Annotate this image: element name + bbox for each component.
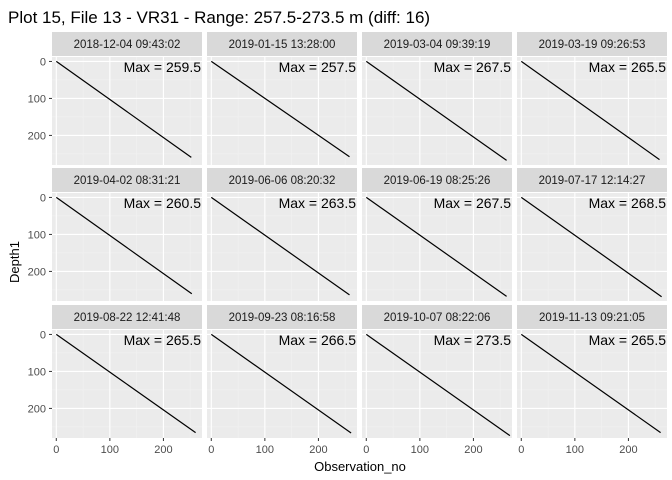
x-tick-label: 0: [208, 444, 214, 456]
max-annotation: Max = 267.5: [434, 195, 512, 211]
facet-panel: 2019-06-19 08:25:26 Max = 267.5: [362, 168, 512, 301]
max-annotation: Max = 257.5: [279, 59, 357, 75]
max-annotation: Max = 260.5: [124, 195, 202, 211]
x-axis-title: Observation_no: [314, 459, 406, 474]
facet-strip: [362, 305, 512, 329]
y-tick-label: 100: [28, 366, 46, 378]
y-tick-label: 0: [40, 192, 46, 204]
x-tick-label: 0: [363, 444, 369, 456]
facet-strip: [517, 32, 667, 56]
facet-strip-label: 2019-11-13 09:21:05: [539, 312, 645, 324]
series-line: [520, 333, 661, 434]
chart-title: Plot 15, File 13 - VR31 - Range: 257.5-2…: [8, 8, 430, 27]
series-line: [210, 333, 352, 434]
y-tick-label: 200: [28, 266, 46, 278]
max-annotation: Max = 268.5: [589, 195, 667, 211]
facet-panel: 2019-06-06 08:20:32 Max = 263.5: [207, 168, 357, 301]
facet-strip-label: 2019-03-19 09:26:53: [539, 39, 646, 51]
facet-panel: 2019-03-19 09:26:53 Max = 265.5: [517, 32, 667, 165]
facet-panel: 2019-04-02 08:31:21 Max = 260.5 0 100 200: [28, 168, 202, 301]
x-tick-label: 200: [464, 444, 482, 456]
facet-strip: [52, 32, 202, 56]
facet-strip: [207, 32, 357, 56]
y-tick-label: 200: [28, 130, 46, 142]
facet-strip-label: 2019-06-19 08:25:26: [384, 175, 491, 187]
series-line: [520, 60, 660, 161]
facet-strip: [517, 305, 667, 329]
x-tick-label: 200: [154, 444, 172, 456]
facet-strip-label: 2019-04-02 08:31:21: [74, 175, 181, 187]
series-line: [55, 333, 196, 434]
y-tick-label: 0: [40, 329, 46, 341]
facet-panel: 2019-08-22 12:41:48 Max = 265.5 0 100 200 0 10…: [28, 305, 202, 456]
facet-strip-label: 2019-09-23 08:16:58: [229, 312, 336, 324]
series-line: [365, 60, 507, 161]
series-line: [365, 196, 507, 297]
max-annotation: Max = 259.5: [124, 59, 202, 75]
x-tick-label: 0: [53, 444, 59, 456]
facet-strip: [52, 168, 202, 192]
x-tick-label: 200: [309, 444, 327, 456]
facet-strip: [52, 305, 202, 329]
max-annotation: Max = 265.5: [589, 332, 667, 348]
facet-panel: 2019-11-13 09:21:05 Max = 265.5 0 100 200: [517, 305, 667, 456]
max-annotation: Max = 266.5: [279, 332, 357, 348]
facet-panel: 2019-03-04 09:39:19 Max = 267.5: [362, 32, 512, 165]
y-tick-label: 0: [40, 56, 46, 68]
facet-strip: [362, 32, 512, 56]
y-tick-label: 200: [28, 403, 46, 415]
facet-strip: [207, 305, 357, 329]
series-line: [210, 60, 350, 158]
facet-strip-label: 2018-12-04 09:43:02: [74, 39, 181, 51]
y-tick-label: 100: [28, 229, 46, 241]
x-tick-label: 100: [256, 444, 274, 456]
max-annotation: Max = 263.5: [279, 195, 357, 211]
series-line: [55, 196, 193, 295]
facet-strip-label: 2019-03-04 09:39:19: [384, 39, 491, 51]
series-line: [55, 60, 192, 158]
series-line: [365, 333, 511, 437]
facet-strip-label: 2019-06-06 08:20:32: [229, 175, 336, 187]
x-tick-label: 0: [518, 444, 524, 456]
x-tick-label: 100: [101, 444, 119, 456]
max-annotation: Max = 273.5: [434, 332, 512, 348]
max-annotation: Max = 265.5: [589, 59, 667, 75]
facet-strip-label: 2019-01-15 13:28:00: [229, 39, 336, 51]
facet-strip-label: 2019-10-07 08:22:06: [384, 312, 491, 324]
max-annotation: Max = 265.5: [124, 332, 202, 348]
facet-strip-label: 2019-07-17 12:14:27: [539, 175, 646, 187]
series-line: [520, 196, 662, 298]
facet-panel: 2019-01-15 13:28:00 Max = 257.5: [207, 32, 357, 165]
x-tick-label: 100: [566, 444, 584, 456]
facet-strip: [517, 168, 667, 192]
y-axis-title: Depth1: [7, 241, 22, 283]
facet-strip: [207, 168, 357, 192]
facet-panel: 2019-07-17 12:14:27 Max = 268.5: [517, 168, 667, 301]
y-tick-label: 100: [28, 93, 46, 105]
facet-panel: 2018-12-04 09:43:02 Max = 259.5 0 100 200: [28, 32, 202, 165]
x-tick-label: 100: [411, 444, 429, 456]
facet-panel: 2019-09-23 08:16:58 Max = 266.5 0 100 200: [207, 305, 357, 456]
max-annotation: Max = 267.5: [434, 59, 512, 75]
x-tick-label: 200: [619, 444, 637, 456]
facet-strip-label: 2019-08-22 12:41:48: [74, 312, 181, 324]
series-line: [210, 196, 350, 296]
facet-strip: [362, 168, 512, 192]
facet-panel: 2019-10-07 08:22:06 Max = 273.5 0 100 200: [362, 305, 512, 456]
